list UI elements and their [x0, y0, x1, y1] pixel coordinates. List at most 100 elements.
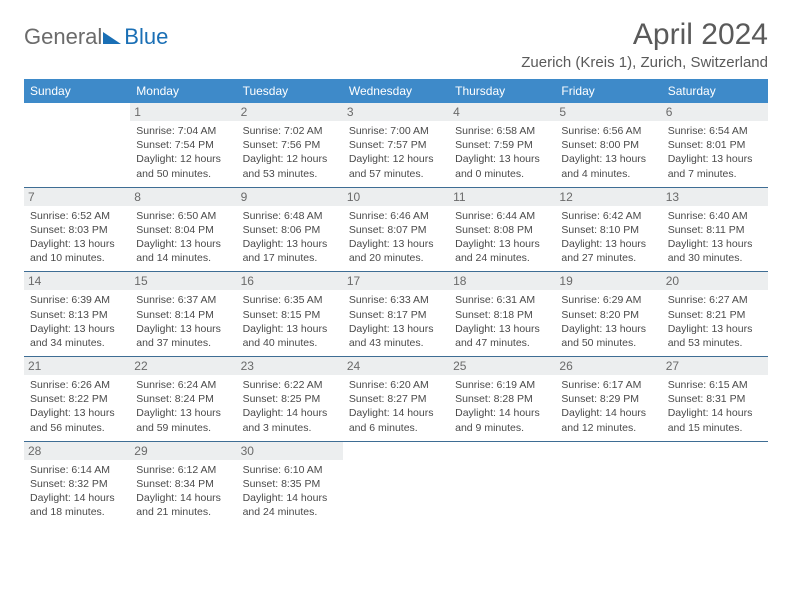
- calendar-day-cell: [24, 103, 130, 187]
- calendar-day-cell: 11 Sunrise: 6:44 AMSunset: 8:08 PMDayligh…: [449, 187, 555, 272]
- calendar-day-cell: 10 Sunrise: 6:46 AMSunset: 8:07 PMDayligh…: [343, 187, 449, 272]
- day-number: 5: [555, 103, 661, 121]
- calendar-day-cell: 15Sunrise: 6:37 AMSunset: 8:14 PMDayligh…: [130, 272, 236, 357]
- day-number: 12: [555, 188, 661, 206]
- calendar-day-cell: 14 Sunrise: 6:39 AMSunset: 8:13 PMDayligh…: [24, 272, 130, 357]
- day-details: Sunrise: 6:56 AMSunset: 8:00 PMDaylight:…: [561, 124, 655, 181]
- day-number: 3: [343, 103, 449, 121]
- day-details: Sunrise: 6:50 AMSunset: 8:04 PMDaylight:…: [136, 209, 230, 266]
- day-details: Sunrise: 7:02 AMSunset: 7:56 PMDaylight:…: [243, 124, 337, 181]
- day-number: 2: [237, 103, 343, 121]
- calendar-day-cell: 3 Sunrise: 7:00 AMSunset: 7:57 PMDaylight…: [343, 103, 449, 187]
- day-number: 30: [237, 442, 343, 460]
- month-title: April 2024: [521, 18, 768, 52]
- day-number: 10: [343, 188, 449, 206]
- day-details: Sunrise: 6:27 AMSunset: 8:21 PMDaylight:…: [668, 293, 762, 350]
- day-number: 26: [555, 357, 661, 375]
- weekday-header: Monday: [130, 79, 236, 103]
- calendar-day-cell: 23Sunrise: 6:22 AMSunset: 8:25 PMDayligh…: [237, 357, 343, 442]
- day-details: Sunrise: 6:15 AMSunset: 8:31 PMDaylight:…: [668, 378, 762, 435]
- day-number: 17: [343, 272, 449, 290]
- day-details: Sunrise: 6:31 AMSunset: 8:18 PMDaylight:…: [455, 293, 549, 350]
- day-number: 21: [24, 357, 130, 375]
- day-details: Sunrise: 6:12 AMSunset: 8:34 PMDaylight:…: [136, 463, 230, 520]
- day-number: 4: [449, 103, 555, 121]
- weekday-header: Sunday: [24, 79, 130, 103]
- day-number: 16: [237, 272, 343, 290]
- day-details: Sunrise: 6:46 AMSunset: 8:07 PMDaylight:…: [349, 209, 443, 266]
- logo-word1: General: [24, 24, 102, 50]
- calendar-day-cell: 6 Sunrise: 6:54 AMSunset: 8:01 PMDaylight…: [662, 103, 768, 187]
- title-block: April 2024 Zuerich (Kreis 1), Zurich, Sw…: [521, 18, 768, 71]
- calendar-day-cell: 1Sunrise: 7:04 AMSunset: 7:54 PMDaylight…: [130, 103, 236, 187]
- day-number: 25: [449, 357, 555, 375]
- day-details: Sunrise: 6:52 AMSunset: 8:03 PMDaylight:…: [30, 209, 124, 266]
- calendar-day-cell: [449, 441, 555, 525]
- day-details: Sunrise: 6:29 AMSunset: 8:20 PMDaylight:…: [561, 293, 655, 350]
- calendar-day-cell: 28 Sunrise: 6:14 AMSunset: 8:32 PMDayligh…: [24, 441, 130, 525]
- day-details: Sunrise: 6:33 AMSunset: 8:17 PMDaylight:…: [349, 293, 443, 350]
- calendar-day-cell: 8 Sunrise: 6:50 AMSunset: 8:04 PMDaylight…: [130, 187, 236, 272]
- weekday-header: Thursday: [449, 79, 555, 103]
- calendar-day-cell: 7 Sunrise: 6:52 AMSunset: 8:03 PMDaylight…: [24, 187, 130, 272]
- day-details: Sunrise: 6:35 AMSunset: 8:15 PMDaylight:…: [243, 293, 337, 350]
- day-details: Sunrise: 6:14 AMSunset: 8:32 PMDaylight:…: [30, 463, 124, 520]
- day-details: Sunrise: 6:26 AMSunset: 8:22 PMDaylight:…: [30, 378, 124, 435]
- day-details: Sunrise: 6:39 AMSunset: 8:13 PMDaylight:…: [30, 293, 124, 350]
- day-number: 9: [237, 188, 343, 206]
- calendar-day-cell: 29 Sunrise: 6:12 AMSunset: 8:34 PMDayligh…: [130, 441, 236, 525]
- day-details: Sunrise: 7:00 AMSunset: 7:57 PMDaylight:…: [349, 124, 443, 181]
- weekday-header: Wednesday: [343, 79, 449, 103]
- weekday-header: Saturday: [662, 79, 768, 103]
- day-number: 6: [662, 103, 768, 121]
- calendar-day-cell: 24 Sunrise: 6:20 AMSunset: 8:27 PMDayligh…: [343, 357, 449, 442]
- calendar-day-cell: 30Sunrise: 6:10 AMSunset: 8:35 PMDayligh…: [237, 441, 343, 525]
- day-number: 28: [24, 442, 130, 460]
- logo-word2: Blue: [124, 24, 168, 50]
- day-details: Sunrise: 6:24 AMSunset: 8:24 PMDaylight:…: [136, 378, 230, 435]
- header: General Blue April 2024 Zuerich (Kreis 1…: [24, 18, 768, 71]
- calendar-day-cell: 16 Sunrise: 6:35 AMSunset: 8:15 PMDayligh…: [237, 272, 343, 357]
- calendar-day-cell: 22 Sunrise: 6:24 AMSunset: 8:24 PMDayligh…: [130, 357, 236, 442]
- calendar-week-row: 21 Sunrise: 6:26 AMSunset: 8:22 PMDayligh…: [24, 357, 768, 442]
- calendar-day-cell: 25 Sunrise: 6:19 AMSunset: 8:28 PMDayligh…: [449, 357, 555, 442]
- day-number: 29: [130, 442, 236, 460]
- day-details: Sunrise: 6:54 AMSunset: 8:01 PMDaylight:…: [668, 124, 762, 181]
- day-details: Sunrise: 6:44 AMSunset: 8:08 PMDaylight:…: [455, 209, 549, 266]
- weekday-header: Friday: [555, 79, 661, 103]
- calendar-day-cell: 27 Sunrise: 6:15 AMSunset: 8:31 PMDayligh…: [662, 357, 768, 442]
- day-details: Sunrise: 6:42 AMSunset: 8:10 PMDaylight:…: [561, 209, 655, 266]
- day-number: 20: [662, 272, 768, 290]
- weekday-header: Tuesday: [237, 79, 343, 103]
- calendar-day-cell: [555, 441, 661, 525]
- day-details: Sunrise: 6:20 AMSunset: 8:27 PMDaylight:…: [349, 378, 443, 435]
- day-number: 14: [24, 272, 130, 290]
- calendar-day-cell: [343, 441, 449, 525]
- day-details: Sunrise: 6:19 AMSunset: 8:28 PMDaylight:…: [455, 378, 549, 435]
- calendar-day-cell: 20 Sunrise: 6:27 AMSunset: 8:21 PMDayligh…: [662, 272, 768, 357]
- day-number: 24: [343, 357, 449, 375]
- day-number: 11: [449, 188, 555, 206]
- day-number: 8: [130, 188, 236, 206]
- calendar-week-row: 1Sunrise: 7:04 AMSunset: 7:54 PMDaylight…: [24, 103, 768, 187]
- calendar-day-cell: 9Sunrise: 6:48 AMSunset: 8:06 PMDaylight…: [237, 187, 343, 272]
- logo-mark-icon: [103, 32, 121, 44]
- day-number: 27: [662, 357, 768, 375]
- calendar-day-cell: 4 Sunrise: 6:58 AMSunset: 7:59 PMDaylight…: [449, 103, 555, 187]
- calendar-day-cell: 13Sunrise: 6:40 AMSunset: 8:11 PMDayligh…: [662, 187, 768, 272]
- day-number: 22: [130, 357, 236, 375]
- calendar-day-cell: 19 Sunrise: 6:29 AMSunset: 8:20 PMDayligh…: [555, 272, 661, 357]
- day-details: Sunrise: 6:58 AMSunset: 7:59 PMDaylight:…: [455, 124, 549, 181]
- calendar-day-cell: [662, 441, 768, 525]
- calendar-week-row: 14 Sunrise: 6:39 AMSunset: 8:13 PMDayligh…: [24, 272, 768, 357]
- day-number: 7: [24, 188, 130, 206]
- calendar-day-cell: 17 Sunrise: 6:33 AMSunset: 8:17 PMDayligh…: [343, 272, 449, 357]
- day-number: 19: [555, 272, 661, 290]
- day-number: 18: [449, 272, 555, 290]
- day-details: Sunrise: 6:17 AMSunset: 8:29 PMDaylight:…: [561, 378, 655, 435]
- calendar-day-cell: 26 Sunrise: 6:17 AMSunset: 8:29 PMDayligh…: [555, 357, 661, 442]
- weekday-header-row: SundayMondayTuesdayWednesdayThursdayFrid…: [24, 79, 768, 103]
- calendar-week-row: 28 Sunrise: 6:14 AMSunset: 8:32 PMDayligh…: [24, 441, 768, 525]
- day-details: Sunrise: 6:40 AMSunset: 8:11 PMDaylight:…: [668, 209, 762, 266]
- calendar-week-row: 7 Sunrise: 6:52 AMSunset: 8:03 PMDaylight…: [24, 187, 768, 272]
